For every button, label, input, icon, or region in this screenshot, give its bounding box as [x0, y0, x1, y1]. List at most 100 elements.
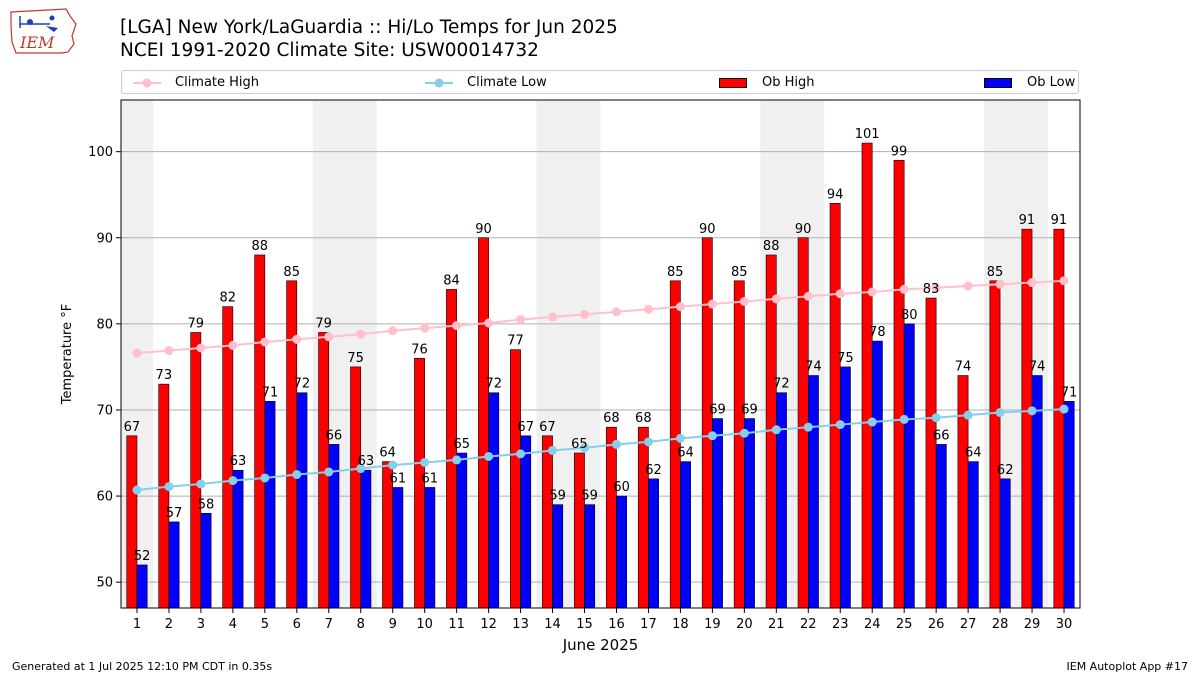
climate-high-point: [995, 279, 1005, 289]
climate-high-point: [899, 284, 909, 294]
ob-low-value-label: 74: [1029, 360, 1046, 375]
ob-high-bar: [925, 297, 937, 609]
ob-high-value-label: 73: [156, 368, 173, 383]
ob-low-value-label: 72: [485, 377, 502, 392]
ob-high-value-label: 67: [539, 420, 556, 435]
ob-low-bar: [456, 452, 468, 609]
climate-high-point: [835, 289, 845, 299]
climate-low-point: [1059, 404, 1069, 414]
ob-low-value-label: 72: [773, 377, 790, 392]
climate-low-point: [867, 417, 877, 427]
climate-low-point: [484, 451, 494, 461]
climate-high-point: [260, 337, 270, 347]
climate-high-point: [803, 291, 813, 301]
ob-low-bar: [967, 461, 979, 609]
x-tick-label: 1: [133, 617, 141, 632]
ob-low-value-label: 61: [422, 471, 439, 486]
ob-low-bar: [903, 323, 915, 609]
ob-low-bar: [999, 478, 1011, 609]
climate-high-marker-icon: [133, 78, 161, 88]
ob-low-bar: [839, 366, 851, 609]
y-tick-label: 90: [96, 231, 113, 246]
climate-high-point: [580, 309, 590, 319]
ob-high-value-label: 91: [1051, 213, 1068, 228]
x-tick-label: 17: [640, 617, 657, 632]
climate-low-point: [675, 433, 685, 443]
climate-low-point: [196, 479, 206, 489]
ob-high-bar: [350, 366, 362, 609]
ob-high-bar: [669, 280, 681, 609]
ob-high-value-label: 85: [667, 265, 684, 280]
x-tick-label: 19: [704, 617, 721, 632]
ob-high-value-label: 91: [1019, 213, 1036, 228]
x-tick-label: 5: [261, 617, 269, 632]
ob-high-bar: [637, 426, 649, 609]
ob-low-value-label: 62: [997, 463, 1014, 478]
ob-high-bar: [190, 332, 202, 609]
ob-low-value-label: 63: [358, 454, 375, 469]
climate-high-point: [707, 299, 717, 309]
ob-high-bar: [573, 452, 585, 609]
climate-low-point: [643, 437, 653, 447]
ob-low-bar: [871, 340, 883, 609]
ob-high-value-label: 68: [603, 411, 620, 426]
x-tick-label: 2: [165, 617, 173, 632]
ob-high-value-label: 67: [124, 420, 141, 435]
x-tick-label: 8: [357, 617, 365, 632]
x-tick-label: 11: [448, 617, 465, 632]
ob-low-value-label: 75: [837, 351, 854, 366]
climate-high-point: [931, 283, 941, 293]
ob-high-value-label: 82: [219, 291, 236, 306]
ob-high-bar: [605, 426, 617, 609]
ob-low-bar: [168, 521, 180, 609]
ob-high-bar: [989, 280, 1001, 609]
y-tick-label: 50: [96, 576, 113, 591]
x-tick-label: 7: [325, 617, 333, 632]
ob-low-bar: [552, 504, 564, 609]
ob-low-value-label: 71: [1061, 385, 1078, 400]
climate-low-point: [292, 470, 302, 480]
x-tick-label: 3: [197, 617, 205, 632]
legend: Climate High Climate Low Ob High Ob Low: [121, 70, 1079, 94]
ob-low-value-label: 69: [709, 403, 726, 418]
ob-high-value-label: 101: [855, 127, 880, 142]
ob-low-bar: [744, 418, 755, 609]
x-axis-label: June 2025: [562, 636, 639, 654]
x-tick-label: 13: [512, 617, 529, 632]
x-tick-label: 16: [608, 617, 625, 632]
climate-high-point: [1059, 276, 1069, 286]
chart-title: [LGA] New York/LaGuardia :: Hi/Lo Temps …: [120, 17, 618, 38]
ob-high-value-label: 85: [987, 265, 1004, 280]
ob-high-bar: [829, 203, 841, 609]
ob-high-value-label: 74: [955, 360, 972, 375]
climate-high-point: [1027, 278, 1037, 288]
ob-high-value-label: 84: [443, 273, 460, 288]
x-tick-label: 15: [576, 617, 593, 632]
climate-low-point: [803, 422, 813, 432]
chart-subtitle: NCEI 1991-2020 Climate Site: USW00014732: [120, 40, 539, 61]
ob-low-value-label: 64: [965, 446, 982, 461]
x-tick-label: 29: [1024, 617, 1041, 632]
ob-high-bar: [510, 349, 521, 609]
ob-high-value-label: 94: [827, 187, 844, 202]
ob-low-value-label: 52: [134, 549, 151, 564]
app-label: IEM Autoplot App #17: [1066, 660, 1189, 673]
climate-low-point: [771, 425, 781, 435]
climate-low-point: [420, 457, 430, 467]
x-tick-label: 10: [416, 617, 433, 632]
climate-low-point: [356, 464, 366, 474]
climate-high-point: [675, 302, 685, 312]
climate-high-point: [452, 321, 462, 331]
climate-low-point: [899, 414, 909, 424]
y-axis-label: Temperature °F: [60, 304, 75, 405]
climate-high-point: [548, 312, 558, 322]
climate-high-point: [420, 323, 430, 333]
ob-low-value-label: 59: [549, 489, 566, 504]
x-tick-label: 18: [672, 617, 689, 632]
climate-low-marker-icon: [425, 78, 453, 88]
ob-low-value-label: 58: [198, 497, 215, 512]
ob-low-value-label: 67: [517, 420, 534, 435]
ob-high-value-label: 88: [251, 239, 268, 254]
climate-low-line: [136, 408, 1065, 492]
